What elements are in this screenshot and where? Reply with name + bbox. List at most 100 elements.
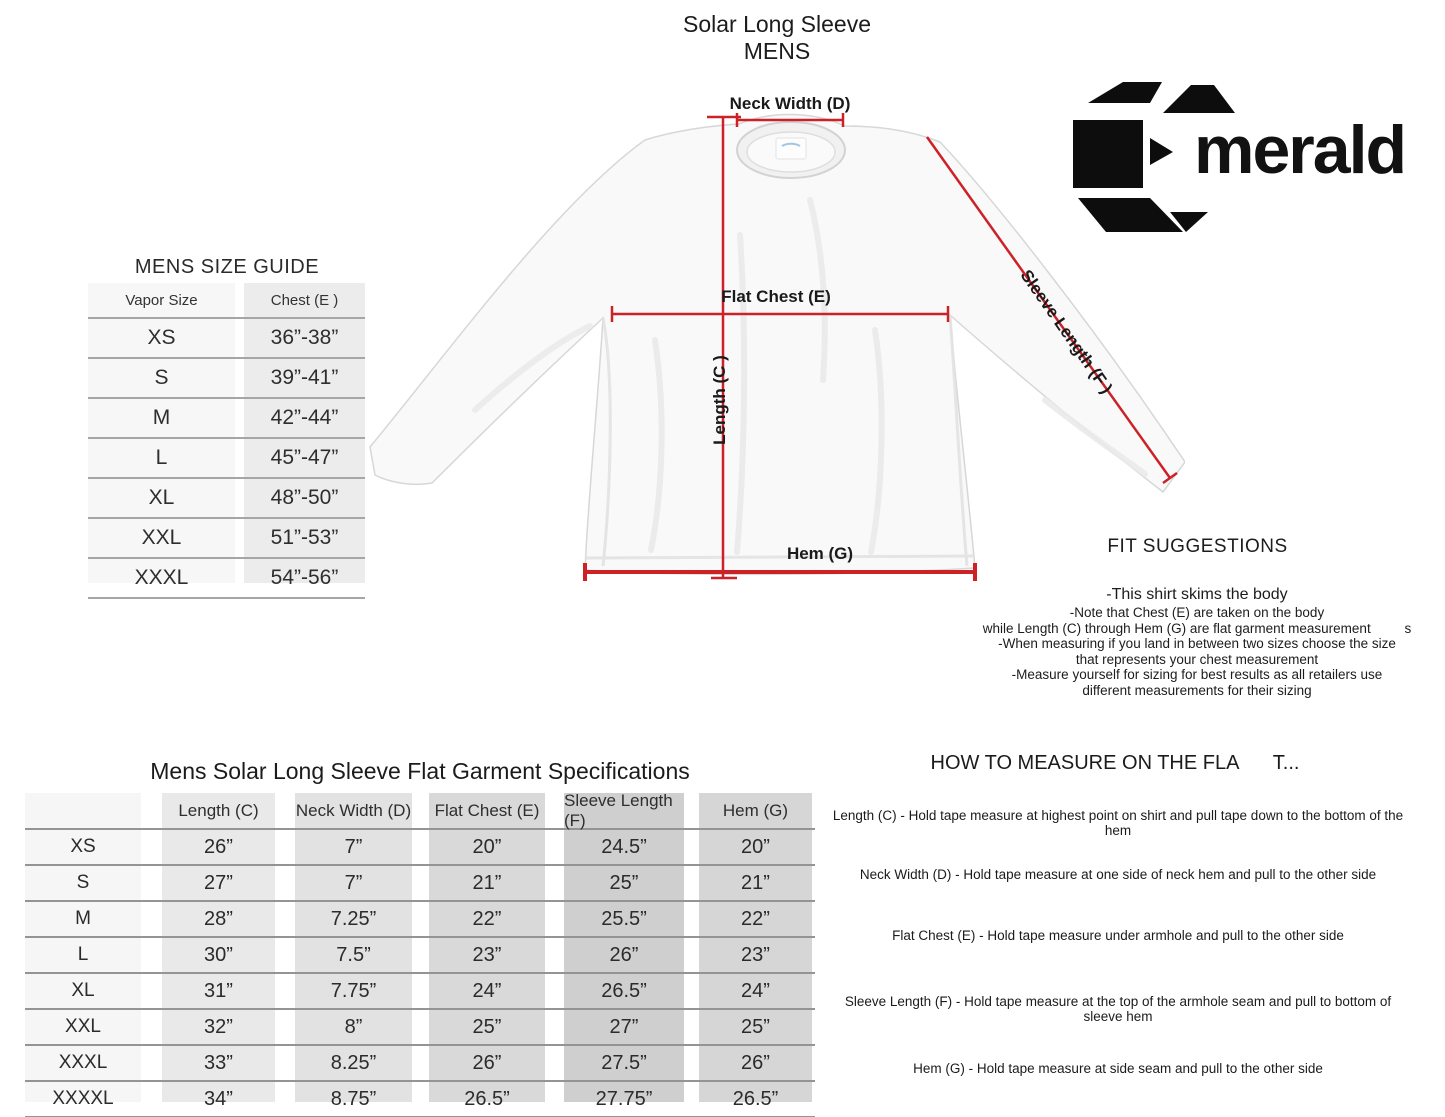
length-label: Length (C ) [710,355,729,445]
sleeve-cell: 26” [609,943,639,966]
spec-col-header: Length (C) [178,800,259,820]
table-row: XXXL 54”-56” [88,559,365,599]
chest-cell: 36”-38” [270,326,339,349]
table-row: XXXXL 34” 8.75” 26.5” 27.75” 26.5” [25,1082,815,1117]
chest-cell: 23” [472,943,502,966]
measurement-lines [583,113,1178,581]
spec-header-row: Length (C) Neck Width (D) Flat Chest (E)… [25,790,815,830]
brand-logo-icon [1073,82,1235,232]
hem-cell: 25” [741,1015,770,1038]
flat-chest-label: Flat Chest (E) [721,287,831,306]
neck-cell: 7.5” [336,943,371,966]
sleeve-cell: 24.5” [601,835,647,858]
size-guide-title: MENS SIZE GUIDE [134,256,320,278]
length-cell: 27” [204,871,233,894]
neck-width-label: Neck Width (D) [729,94,851,113]
shirt-photo [369,113,1185,581]
table-row: L 30” 7.5” 23” 26” 23” [25,938,815,974]
fit-line: -When measuring if you land in between t… [998,636,1396,651]
size-cell: XXXL [58,1052,108,1073]
table-row: S 39”-41” [88,359,365,399]
size-cell: XL [148,486,175,509]
measure-instruction-chest: Flat Chest (E) - Hold tape measure under… [892,928,1344,943]
hem-cell: 22” [741,907,770,930]
neck-cell: 8” [344,1015,363,1038]
table-row: XS 36”-38” [88,319,365,359]
size-cell: XXL [65,1016,101,1037]
brand-wordmark: merald [1194,112,1407,188]
neck-cell: 7” [344,835,363,858]
chest-cell: 39”-41” [270,366,339,389]
fabric-folds [472,197,1148,555]
size-cell: XXL [141,526,182,549]
spec-col-bg [25,793,141,1102]
spec-col-bg [429,793,545,1102]
size-cell: M [152,406,171,429]
size-cell: S [76,872,90,893]
table-row: S 27” 7” 21” 25” 21” [25,866,815,902]
size-cell: L [77,944,89,965]
product-gender: MENS [743,38,811,64]
hem-cell: 26.5” [732,1087,779,1110]
length-cell: 28” [204,907,233,930]
table-row: XS 26” 7” 20” 24.5” 20” [25,830,815,866]
fit-suggestions-title: FIT SUGGESTIONS [1107,536,1288,557]
chest-cell: 45”-47” [270,446,339,469]
fit-line: that represents your chest measurement [1075,651,1319,667]
size-guide-table: Vapor Size Chest (E ) XS 36”-38” S 39”-4… [88,283,365,599]
size-cell: L [155,446,168,469]
sleeve-cell: 26.5” [601,979,647,1002]
size-guide-col-bg [88,283,235,583]
chest-cell: 26.5” [464,1087,510,1110]
document-title-block: Solar Long Sleeve MENS [577,11,977,65]
length-cell: 33” [204,1051,233,1074]
length-cell: 34” [204,1087,233,1110]
product-title: Solar Long Sleeve [683,11,871,37]
size-cell: XXXL [134,566,189,589]
size-cell: XL [71,980,95,1001]
chest-cell: 21” [472,871,502,894]
neck-cell: 8.25” [330,1051,377,1074]
measure-instruction-neck: Neck Width (D) - Hold tape measure at on… [859,867,1377,882]
hem-cell: 20” [741,835,770,858]
size-guide-col-bg [244,283,365,583]
spec-col-header: Flat Chest (E) [434,800,540,820]
chest-cell: 20” [472,835,502,858]
sleeve-cell: 25.5” [601,907,647,930]
fit-line: -Note that Chest (E) are taken on the bo… [1069,605,1325,620]
size-cell: XS [147,326,176,349]
hem-cell: 24” [741,979,770,1002]
table-row: L 45”-47” [88,439,365,479]
table-row: XXL 32” 8” 25” 27” 25” [25,1010,815,1046]
size-cell: XS [70,836,96,857]
table-row: XL 48”-50” [88,479,365,519]
length-cell: 32” [204,1015,233,1038]
size-cell: S [154,366,169,389]
spec-table-title: Mens Solar Long Sleeve Flat Garment Spec… [150,758,690,784]
hem-cell: 26” [741,1051,770,1074]
fit-line: -This shirt skims the body [1106,586,1288,603]
size-guide-col-header: Vapor Size [125,291,198,309]
neck-tag [775,137,807,160]
seam-lines [584,314,976,567]
neck-cell: 7” [344,871,363,894]
table-row: M 42”-44” [88,399,365,439]
spec-col-bg [295,793,412,1102]
size-cell: M [75,908,91,929]
length-cell: 30” [204,943,233,966]
spec-col-header: Neck Width (D) [295,800,412,820]
hem-cell: 23” [741,943,770,966]
table-row: XXL 51”-53” [88,519,365,559]
spec-col-header [25,793,141,828]
measure-instruction-length: Length (C) - Hold tape measure at highes… [832,808,1404,838]
how-to-measure-title: HOW TO MEASURE ON THE FLA T... [930,752,1300,774]
spec-col-header: Sleeve Length (F) [564,790,673,830]
spec-col-bg [564,793,684,1102]
spec-col-header: Hem (G) [722,800,789,820]
neck-tag-print [781,142,801,147]
chest-cell: 48”-50” [270,486,339,509]
fit-line: -Measure yourself for sizing for best re… [1011,667,1383,682]
chest-cell: 51”-53” [270,526,339,549]
spec-table: Length (C) Neck Width (D) Flat Chest (E)… [25,790,815,1117]
length-cell: 31” [204,979,233,1002]
